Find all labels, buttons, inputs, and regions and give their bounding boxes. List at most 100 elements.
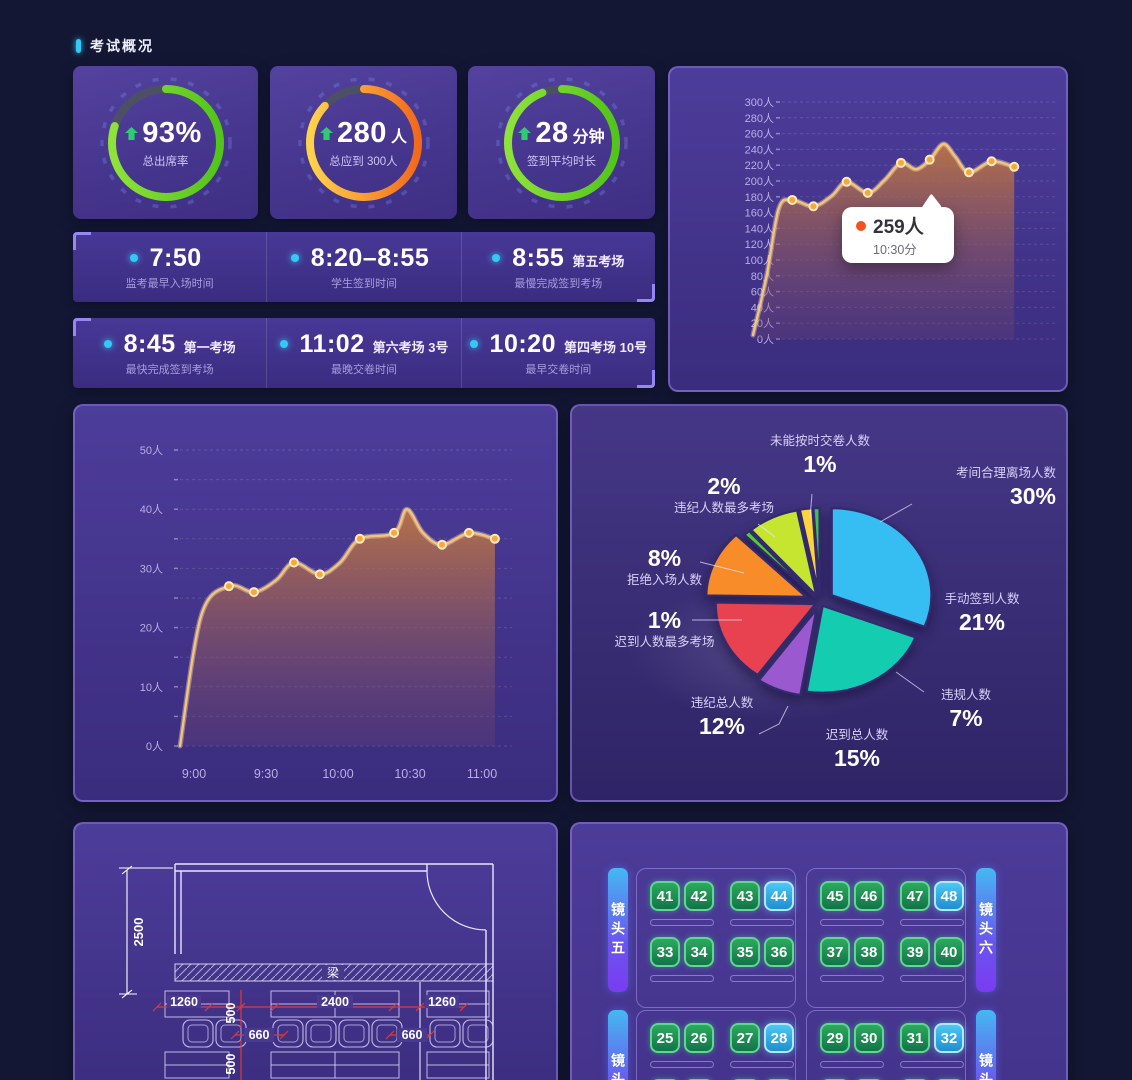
seat-36[interactable]: 36 — [764, 937, 794, 967]
seat-26[interactable]: 26 — [684, 1023, 714, 1053]
seat-32[interactable]: 32 — [934, 1023, 964, 1053]
seat-28[interactable]: 28 — [764, 1023, 794, 1053]
stat-unit: 分钟 — [572, 128, 605, 146]
time-suffix: 第四考场 10号 — [564, 339, 648, 355]
svg-text:200人: 200人 — [745, 175, 774, 188]
camera-pill-5[interactable]: 镜头五 — [608, 868, 628, 992]
dim-2400: 2400 — [321, 995, 349, 1009]
pie-slice[interactable] — [743, 529, 816, 598]
seat-48[interactable]: 48 — [934, 881, 964, 911]
attendance-trend-panel: 0人20人40人60人80人100人120人140人160人180人200人22… — [668, 66, 1068, 392]
arrow-up-icon — [518, 126, 532, 140]
pie-slice[interactable] — [805, 604, 917, 694]
chairs-row — [182, 1019, 494, 1048]
desk-line — [900, 975, 964, 982]
dim-500-bottom: 500 — [224, 1054, 238, 1075]
seat-47[interactable]: 47 — [900, 881, 930, 911]
desk-line — [820, 1061, 884, 1068]
camera-label: 镜头五 — [610, 901, 626, 959]
seat-38[interactable]: 38 — [854, 937, 884, 967]
seat-29[interactable]: 29 — [820, 1023, 850, 1053]
stat-card-avg-signin-time: 28 分钟 签到平均时长 — [468, 66, 655, 219]
time-value: 8:20–8:55 — [310, 243, 430, 272]
seat-41[interactable]: 41 — [650, 881, 680, 911]
pie-slice[interactable] — [757, 608, 818, 697]
desk-line — [650, 975, 714, 982]
svg-text:220人: 220人 — [745, 159, 774, 172]
seat-40[interactable]: 40 — [934, 937, 964, 967]
seat-33[interactable]: 33 — [650, 937, 680, 967]
seat-27[interactable]: 27 — [730, 1023, 760, 1053]
seat-group-2: 45 46 47 48 37 38 39 40 — [806, 868, 966, 1008]
bullet-dot-icon — [129, 254, 138, 262]
seat-34[interactable]: 34 — [684, 937, 714, 967]
camera-pill-bottom-right[interactable]: 镜头 — [976, 1010, 996, 1080]
arrow-up-icon — [320, 126, 334, 140]
seat-43[interactable]: 43 — [730, 881, 760, 911]
camera-label: 镜头六 — [978, 901, 994, 959]
pie-slice[interactable] — [704, 533, 808, 598]
arrow-up-icon — [125, 126, 139, 140]
svg-text:140人: 140人 — [745, 222, 774, 235]
time-label: 最晚交卷时间 — [330, 363, 397, 376]
seat-45[interactable]: 45 — [820, 881, 850, 911]
tooltip-time: 10:30分 — [873, 243, 917, 257]
seat-37[interactable]: 37 — [820, 937, 850, 967]
time-suffix: 第一考场 — [183, 339, 236, 355]
svg-text:160人: 160人 — [745, 207, 774, 220]
time-cell-latest-submit: 11:02 第六考场 3号 最晚交卷时间 — [266, 318, 460, 388]
pie-slice[interactable] — [812, 506, 821, 597]
time-value: 7:50 — [149, 243, 202, 272]
desk-line — [650, 919, 714, 926]
seat-39[interactable]: 39 — [900, 937, 930, 967]
time-cell-earliest-submit: 10:20 第四考场 10号 最早交卷时间 — [460, 318, 655, 388]
seat-35[interactable]: 35 — [730, 937, 760, 967]
tooltip-dot-icon — [856, 220, 866, 231]
svg-text:20人: 20人 — [140, 622, 163, 635]
attendance-ring: 93% 总出席率 — [96, 73, 236, 213]
pie-slice[interactable] — [830, 507, 933, 628]
desk-line — [900, 1061, 964, 1068]
time-stats-row-1: 7:50 监考最早入场时间 8:20–8:55 学生签到时间 8:55 第五考场 … — [73, 232, 655, 302]
seat-group-4: 29 30 31 32 — [806, 1010, 966, 1080]
classroom-floorplan-panel: 梁 2500 — [73, 822, 558, 1080]
time-label: 最快完成签到考场 — [125, 363, 214, 376]
room-attendance-chart[interactable]: 0人 10人 20人 30人 40人 50人 9:00 9:30 10:00 10:30 11:00 — [75, 406, 558, 802]
beam-label: 梁 — [327, 965, 339, 980]
stat-card-attendance: 93% 总出席率 — [73, 66, 258, 219]
pie-label-total-late: 迟到总人数 15% — [825, 728, 889, 771]
stat-label: 总应到 300人 — [329, 155, 398, 168]
exception-pie-chart[interactable] — [572, 406, 1068, 802]
stat-label: 签到平均时长 — [527, 155, 596, 168]
signed-in-ring: 280 人 总应到 300人 — [294, 73, 434, 213]
pie-slice[interactable] — [714, 601, 817, 677]
tooltip-value: 259人 — [873, 217, 924, 238]
bullet-dot-icon — [492, 254, 501, 262]
pie-label-late-submit: 未能按时交卷人数 1% — [769, 434, 870, 477]
pie-label-most-violation-room: 违纪人数最多考场 2% — [673, 473, 774, 515]
svg-text:9:30: 9:30 — [254, 767, 278, 781]
camera-pill-bottom-left[interactable]: 镜头 — [608, 1010, 628, 1080]
time-label: 学生签到时间 — [330, 277, 397, 290]
seat-46[interactable]: 46 — [854, 881, 884, 911]
time-value: 10:20 — [489, 329, 556, 358]
camera-label: 镜头 — [610, 1053, 626, 1080]
seat-30[interactable]: 30 — [854, 1023, 884, 1053]
dim-660-right: 660 — [402, 1028, 423, 1042]
camera-pill-6[interactable]: 镜头六 — [976, 868, 996, 992]
seat-31[interactable]: 31 — [900, 1023, 930, 1053]
stat-value: 28 — [535, 116, 569, 149]
time-value: 8:45 — [123, 329, 176, 358]
dim-1260-left: 1260 — [170, 995, 198, 1009]
seat-group-1: 41 42 43 44 33 34 35 36 — [636, 868, 796, 1008]
time-cell-fastest-room: 8:45 第一考场 最快完成签到考场 — [73, 318, 266, 388]
desk-line — [650, 1061, 714, 1068]
bullet-dot-icon — [290, 254, 299, 262]
seat-25[interactable]: 25 — [650, 1023, 680, 1053]
svg-text:180人: 180人 — [745, 191, 774, 204]
time-suffix: 第六考场 3号 — [372, 339, 449, 355]
svg-text:9:00: 9:00 — [182, 767, 206, 781]
seat-42[interactable]: 42 — [684, 881, 714, 911]
seat-44[interactable]: 44 — [764, 881, 794, 911]
svg-text:100人: 100人 — [745, 254, 774, 267]
